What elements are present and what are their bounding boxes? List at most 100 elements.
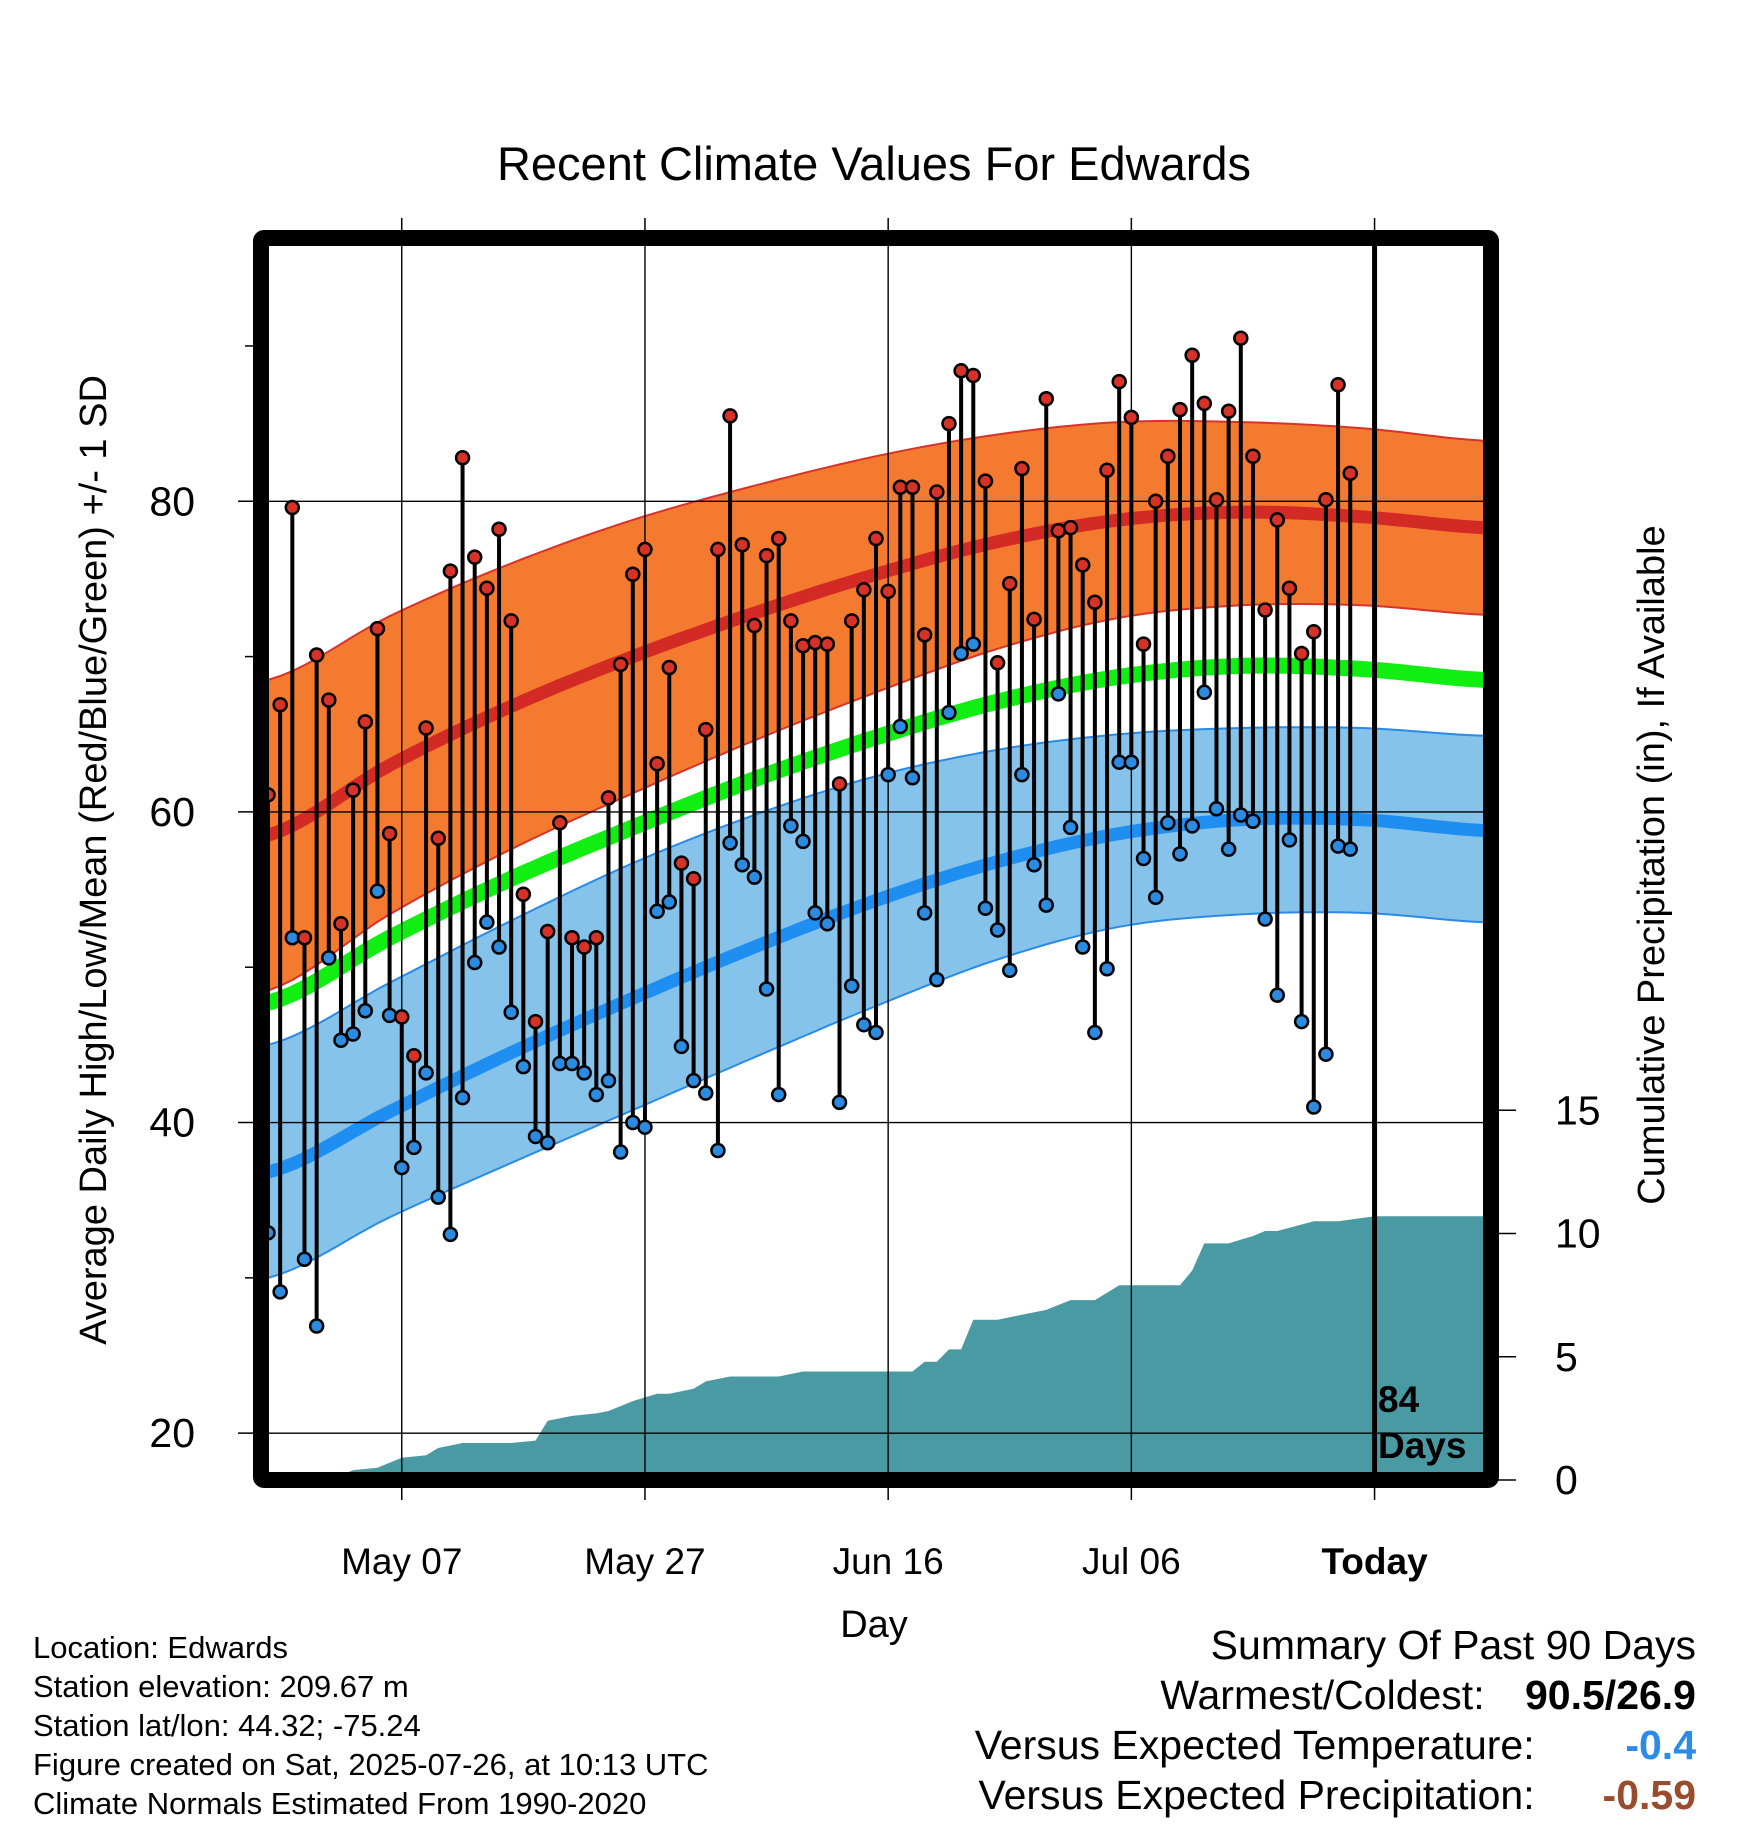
daily-low-point xyxy=(795,833,811,850)
daily-high-point xyxy=(612,656,629,673)
daily-low-point xyxy=(807,905,823,921)
daily-high-point xyxy=(1245,448,1261,464)
daily-high-point xyxy=(345,782,361,798)
daily-low-point xyxy=(1014,766,1030,783)
daily-high-point xyxy=(321,692,337,708)
daily-low-point xyxy=(965,636,982,652)
summary-title: Summary Of Past 90 Days xyxy=(1210,1622,1696,1668)
right-y-tick-label: 10 xyxy=(1555,1211,1601,1257)
daily-high-point xyxy=(1293,645,1310,662)
precip-fill xyxy=(348,1216,1484,1472)
daily-low-point xyxy=(856,1016,872,1033)
x-tick-label: Jun 16 xyxy=(833,1541,944,1582)
daily-low-point xyxy=(600,1072,617,1089)
daily-high-point xyxy=(357,714,374,730)
daily-high-point xyxy=(783,613,799,629)
daily-low-point xyxy=(1123,754,1140,770)
daily-low-point xyxy=(1050,686,1067,702)
daily-high-point xyxy=(539,923,556,940)
daily-high-point xyxy=(1306,623,1322,640)
daily-high-point xyxy=(1184,347,1200,364)
daily-low-point xyxy=(1172,846,1188,862)
daily-high-point xyxy=(868,530,884,547)
summary-panel: Summary Of Past 90 Days Warmest/Coldest:… xyxy=(975,1620,1696,1820)
daily-high-point xyxy=(1233,330,1249,346)
daily-low-point xyxy=(466,954,483,971)
daily-low-point xyxy=(1147,889,1164,906)
daily-high-point xyxy=(466,549,483,565)
daily-low-point xyxy=(515,1058,532,1075)
daily-low-point xyxy=(1038,897,1054,913)
plot-frame xyxy=(253,230,1499,1488)
daily-high-point xyxy=(941,415,957,432)
daily-low-point xyxy=(1233,807,1249,823)
daily-high-point xyxy=(1135,636,1152,652)
climate-normals-note: Climate Normals Estimated From 1990-2020 xyxy=(33,1786,647,1821)
daily-high-point xyxy=(698,721,714,738)
daily-high-point xyxy=(600,790,617,806)
daily-high-point xyxy=(1269,512,1286,528)
daily-high-point xyxy=(1026,611,1042,628)
x-tick-label: May 27 xyxy=(584,1541,705,1582)
daily-high-point xyxy=(734,537,750,553)
daily-low-point xyxy=(1342,841,1358,857)
x-tick-label: Today xyxy=(1321,1541,1428,1582)
daily-low-point xyxy=(394,1159,410,1176)
daily-low-point xyxy=(1135,850,1152,867)
daily-low-point xyxy=(357,1002,374,1019)
daily-high-point xyxy=(454,450,471,466)
daily-low-point xyxy=(892,718,909,735)
daily-low-point xyxy=(783,818,799,834)
daily-low-point xyxy=(1281,832,1298,848)
daily-low-point xyxy=(1220,841,1237,857)
daily-high-point xyxy=(1062,519,1079,536)
right-axis-label: Cumulative Precipitation (in), If Availa… xyxy=(1631,525,1673,1204)
daily-low-point xyxy=(418,1065,434,1081)
warmest-coldest-row: Warmest/Coldest: 90.5/26.9 xyxy=(975,1670,1696,1720)
daily-high-point xyxy=(479,580,495,596)
daily-high-point xyxy=(333,915,349,932)
daily-low-point xyxy=(321,950,337,966)
daily-high-point xyxy=(491,521,507,537)
daily-high-point xyxy=(916,627,933,643)
daily-high-point xyxy=(1147,493,1164,510)
x-tick-label: Jul 06 xyxy=(1082,1541,1181,1582)
daily-low-point xyxy=(268,1225,276,1241)
daily-low-point xyxy=(734,856,750,873)
left-y-tick-label: 60 xyxy=(149,789,195,835)
daily-high-point xyxy=(1111,373,1127,390)
right-y-tick-label: 5 xyxy=(1555,1334,1578,1380)
daily-high-point xyxy=(406,1048,422,1064)
x-tick-label: May 07 xyxy=(341,1541,462,1582)
daily-low-point xyxy=(843,978,860,994)
daily-high-point xyxy=(1196,395,1213,412)
daily-high-point xyxy=(1208,491,1225,508)
daily-high-point xyxy=(1172,401,1188,418)
daily-high-point xyxy=(843,613,860,629)
daily-low-point xyxy=(977,900,994,916)
daily-high-point xyxy=(831,776,848,792)
daily-high-point xyxy=(527,1013,544,1030)
temp-departure-label: Versus Expected Temperature: xyxy=(974,1722,1535,1768)
daily-low-point xyxy=(746,869,763,885)
left-y-tick-label: 20 xyxy=(149,1410,195,1456)
daily-low-point xyxy=(661,894,678,910)
daily-high-point xyxy=(1220,403,1237,419)
daily-high-point xyxy=(710,541,726,558)
daily-high-point xyxy=(1160,448,1176,464)
daily-high-point xyxy=(770,530,787,547)
x-axis-label: Day xyxy=(840,1604,908,1646)
axes: May 07 May 27 Jun 16 Jul 06 Today 20 40 60 80 0 5 1… xyxy=(149,218,1601,1582)
daily-high-point xyxy=(1281,580,1298,596)
figure-created: Figure created on Sat, 2025-07-26, at 10… xyxy=(33,1747,709,1782)
daily-low-point xyxy=(698,1085,714,1101)
daily-low-point xyxy=(929,971,945,988)
daily-low-point xyxy=(710,1142,726,1159)
daily-low-point xyxy=(345,1026,361,1042)
precip-departure-label: Versus Expected Precipitation: xyxy=(978,1772,1535,1818)
daily-high-point xyxy=(503,613,519,629)
daily-high-point xyxy=(272,696,288,713)
daily-high-point xyxy=(685,870,702,887)
daily-low-point xyxy=(503,1004,519,1021)
